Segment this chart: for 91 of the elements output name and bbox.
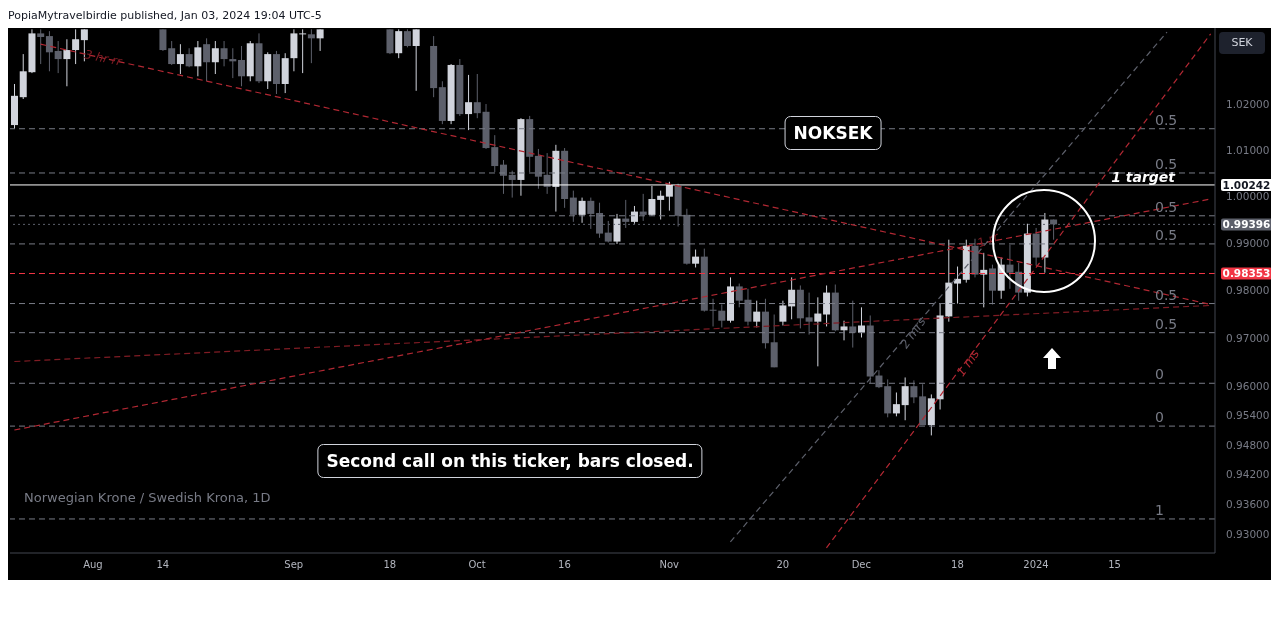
y-tick-label: 0.99000 [1226,236,1270,249]
candlestick [788,276,796,320]
candlestick [72,28,80,65]
candlestick [657,190,665,221]
x-tick-label: Dec [851,559,872,571]
candlestick [665,181,673,212]
candlestick [569,190,577,223]
annotation: 0.5 [1155,111,1178,128]
candlestick [159,28,167,52]
candlestick [892,391,900,417]
candlestick [203,37,211,82]
candlestick [1032,227,1040,267]
candlestick [910,379,918,404]
candlestick [194,40,202,77]
y-tick-label: 1.00000 [1226,190,1270,203]
x-tick-label: 2024 [1023,559,1049,571]
y-tick-label: 0.94200 [1226,468,1270,481]
annotation: 0 [1155,366,1164,383]
x-tick-label: Aug [83,559,103,571]
candlestick [954,266,962,305]
x-tick-label: 15 [1108,559,1121,571]
y-tick-label: 0.93000 [1226,527,1270,540]
y-tick-label: 0.94800 [1226,438,1270,451]
candlestick [840,320,848,341]
x-tick-label: 20 [776,559,790,571]
x-tick-label: 14 [156,559,170,571]
candlestick [805,292,813,336]
candlestick [299,28,307,74]
y-tick-label: 0.98353 [1222,267,1271,280]
x-tick-label: 18 [951,559,964,571]
candlestick [508,170,516,199]
candlestick [395,28,403,59]
y-tick-label: 0.99396 [1222,218,1271,231]
chart-subtitle: PopiaMytravelbirdie published, Jan 03, 2024 19:04 UTC-5 [8,8,323,24]
candlestick [814,296,822,367]
candlestick [412,28,420,92]
candlestick [465,74,473,131]
x-tick-label: 18 [383,559,397,571]
y-tick-label: 1.02000 [1226,98,1270,111]
y-tick-label: 0.96000 [1226,380,1270,393]
candlestick [988,264,996,305]
candlestick [639,193,647,222]
candlestick [779,300,787,326]
candlestick [211,40,219,75]
candlestick [473,73,481,119]
candlestick [185,47,193,68]
candlestick [238,45,246,87]
y-tick-label: 1.00242 [1222,178,1271,191]
annotation: 1 ms [953,346,983,380]
x-tick-label: Oct [468,559,486,571]
text: Norwegian Krone / Swedish Krona, 1D [24,490,271,505]
y-tick-label: 0.98000 [1226,284,1270,297]
candlestick [45,30,53,72]
y-tick-label: 1.01000 [1226,143,1270,156]
y-tick-label: 0.93600 [1226,498,1270,511]
candlestick [386,28,394,55]
candlestick [63,38,71,87]
candlestick [718,303,726,328]
candlestick [849,300,857,349]
annotation: 0.5 [1155,315,1178,332]
x-tick-label: 16 [558,559,571,571]
candlestick [176,43,184,75]
candlestick [307,28,315,64]
candlestick [857,306,865,338]
candlestick [753,300,761,328]
candlestick [709,298,717,327]
candlestick [220,40,228,67]
y-tick-label: 0.97000 [1226,331,1270,344]
x-tick-label: Sep [284,559,304,571]
annotation: 0.5 [1155,226,1178,243]
annotation: 1 [1155,501,1164,518]
candlestick [613,213,621,245]
candlestick [37,28,45,65]
candlestick [54,40,62,74]
candlestick [648,185,656,217]
candlestick [534,148,542,190]
candlestick [901,376,909,421]
candlestick [980,252,988,308]
annotation: 0 [1155,409,1164,426]
annotation: Second call on this ticker, bars closed. [317,444,703,478]
candlestick [578,197,586,224]
annotation: 3 hr rr [83,47,123,69]
annotation: NOKSEK [784,116,882,150]
y-axis-title: SEK [1219,32,1265,54]
annotation: 1 rr [975,229,1001,251]
x-tick-label: Nov [659,559,680,571]
y-tick-label: 0.95400 [1226,409,1270,422]
candlestick [1006,244,1014,290]
candlestick [823,284,831,327]
candlestick [316,28,324,52]
candlestick [168,40,176,66]
